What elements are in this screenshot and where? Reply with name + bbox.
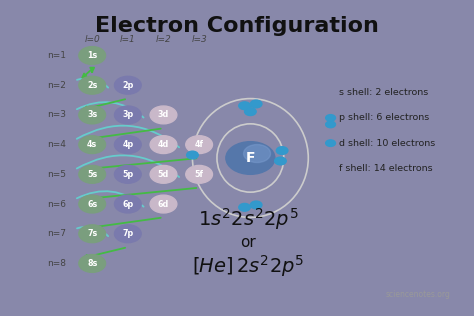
Text: 4s: 4s bbox=[87, 140, 97, 149]
Circle shape bbox=[239, 204, 250, 211]
Circle shape bbox=[150, 136, 177, 154]
Circle shape bbox=[326, 115, 336, 121]
Text: $[He]\,2s^22p^5$: $[He]\,2s^22p^5$ bbox=[192, 253, 304, 279]
Text: l=0: l=0 bbox=[84, 35, 100, 44]
Text: or: or bbox=[240, 235, 256, 250]
Circle shape bbox=[79, 166, 106, 183]
Circle shape bbox=[187, 151, 198, 159]
Circle shape bbox=[79, 225, 106, 243]
Text: f shell: 14 electrons: f shell: 14 electrons bbox=[339, 164, 433, 173]
Circle shape bbox=[114, 106, 141, 124]
Circle shape bbox=[114, 136, 141, 154]
Circle shape bbox=[150, 195, 177, 213]
Text: 5f: 5f bbox=[195, 170, 204, 179]
Circle shape bbox=[114, 166, 141, 183]
Text: $1s^22s^22p^5$: $1s^22s^22p^5$ bbox=[198, 206, 299, 232]
Circle shape bbox=[150, 106, 177, 124]
Text: 7p: 7p bbox=[122, 229, 134, 238]
Text: 6d: 6d bbox=[158, 199, 169, 209]
Circle shape bbox=[239, 102, 250, 110]
Circle shape bbox=[79, 76, 106, 94]
Text: 5p: 5p bbox=[122, 170, 134, 179]
Text: s shell: 2 electrons: s shell: 2 electrons bbox=[339, 88, 428, 97]
Circle shape bbox=[79, 106, 106, 124]
Text: 3d: 3d bbox=[158, 110, 169, 119]
Text: l=2: l=2 bbox=[155, 35, 172, 44]
Circle shape bbox=[114, 76, 141, 94]
Circle shape bbox=[79, 47, 106, 64]
Circle shape bbox=[114, 225, 141, 243]
Text: F: F bbox=[246, 151, 255, 165]
Text: n=5: n=5 bbox=[47, 170, 66, 179]
Text: l=3: l=3 bbox=[191, 35, 207, 44]
Text: 3p: 3p bbox=[122, 110, 134, 119]
Text: sciencenotes.org: sciencenotes.org bbox=[386, 290, 451, 299]
Circle shape bbox=[114, 195, 141, 213]
Circle shape bbox=[245, 108, 256, 116]
Text: 8s: 8s bbox=[87, 259, 97, 268]
Text: n=1: n=1 bbox=[47, 51, 66, 60]
Text: n=3: n=3 bbox=[47, 110, 66, 119]
Circle shape bbox=[274, 157, 286, 165]
Circle shape bbox=[186, 166, 212, 183]
Circle shape bbox=[326, 121, 336, 128]
Circle shape bbox=[79, 136, 106, 154]
Text: 3s: 3s bbox=[87, 110, 97, 119]
Circle shape bbox=[79, 195, 106, 213]
Circle shape bbox=[79, 255, 106, 272]
Text: 6s: 6s bbox=[87, 199, 97, 209]
Text: l=1: l=1 bbox=[120, 35, 136, 44]
Text: 4p: 4p bbox=[122, 140, 134, 149]
Circle shape bbox=[326, 140, 336, 146]
Circle shape bbox=[276, 147, 288, 155]
Text: n=7: n=7 bbox=[47, 229, 66, 238]
Circle shape bbox=[250, 201, 262, 209]
Text: n=6: n=6 bbox=[47, 199, 66, 209]
Circle shape bbox=[186, 136, 212, 154]
Text: 2p: 2p bbox=[122, 81, 134, 90]
Circle shape bbox=[226, 142, 275, 174]
Circle shape bbox=[244, 144, 271, 162]
Text: n=8: n=8 bbox=[47, 259, 66, 268]
Text: 7s: 7s bbox=[87, 229, 97, 238]
Text: 6p: 6p bbox=[122, 199, 134, 209]
Text: d shell: 10 electrons: d shell: 10 electrons bbox=[339, 139, 436, 148]
Text: Electron Configuration: Electron Configuration bbox=[95, 16, 379, 36]
Text: p shell: 6 electrons: p shell: 6 electrons bbox=[339, 113, 430, 122]
Text: 5s: 5s bbox=[87, 170, 97, 179]
Text: 1s: 1s bbox=[87, 51, 97, 60]
Circle shape bbox=[250, 100, 262, 108]
Text: 4f: 4f bbox=[195, 140, 204, 149]
Text: n=2: n=2 bbox=[47, 81, 66, 90]
Circle shape bbox=[150, 166, 177, 183]
Text: 5d: 5d bbox=[158, 170, 169, 179]
Text: 4d: 4d bbox=[158, 140, 169, 149]
Text: 2s: 2s bbox=[87, 81, 97, 90]
Text: n=4: n=4 bbox=[47, 140, 66, 149]
